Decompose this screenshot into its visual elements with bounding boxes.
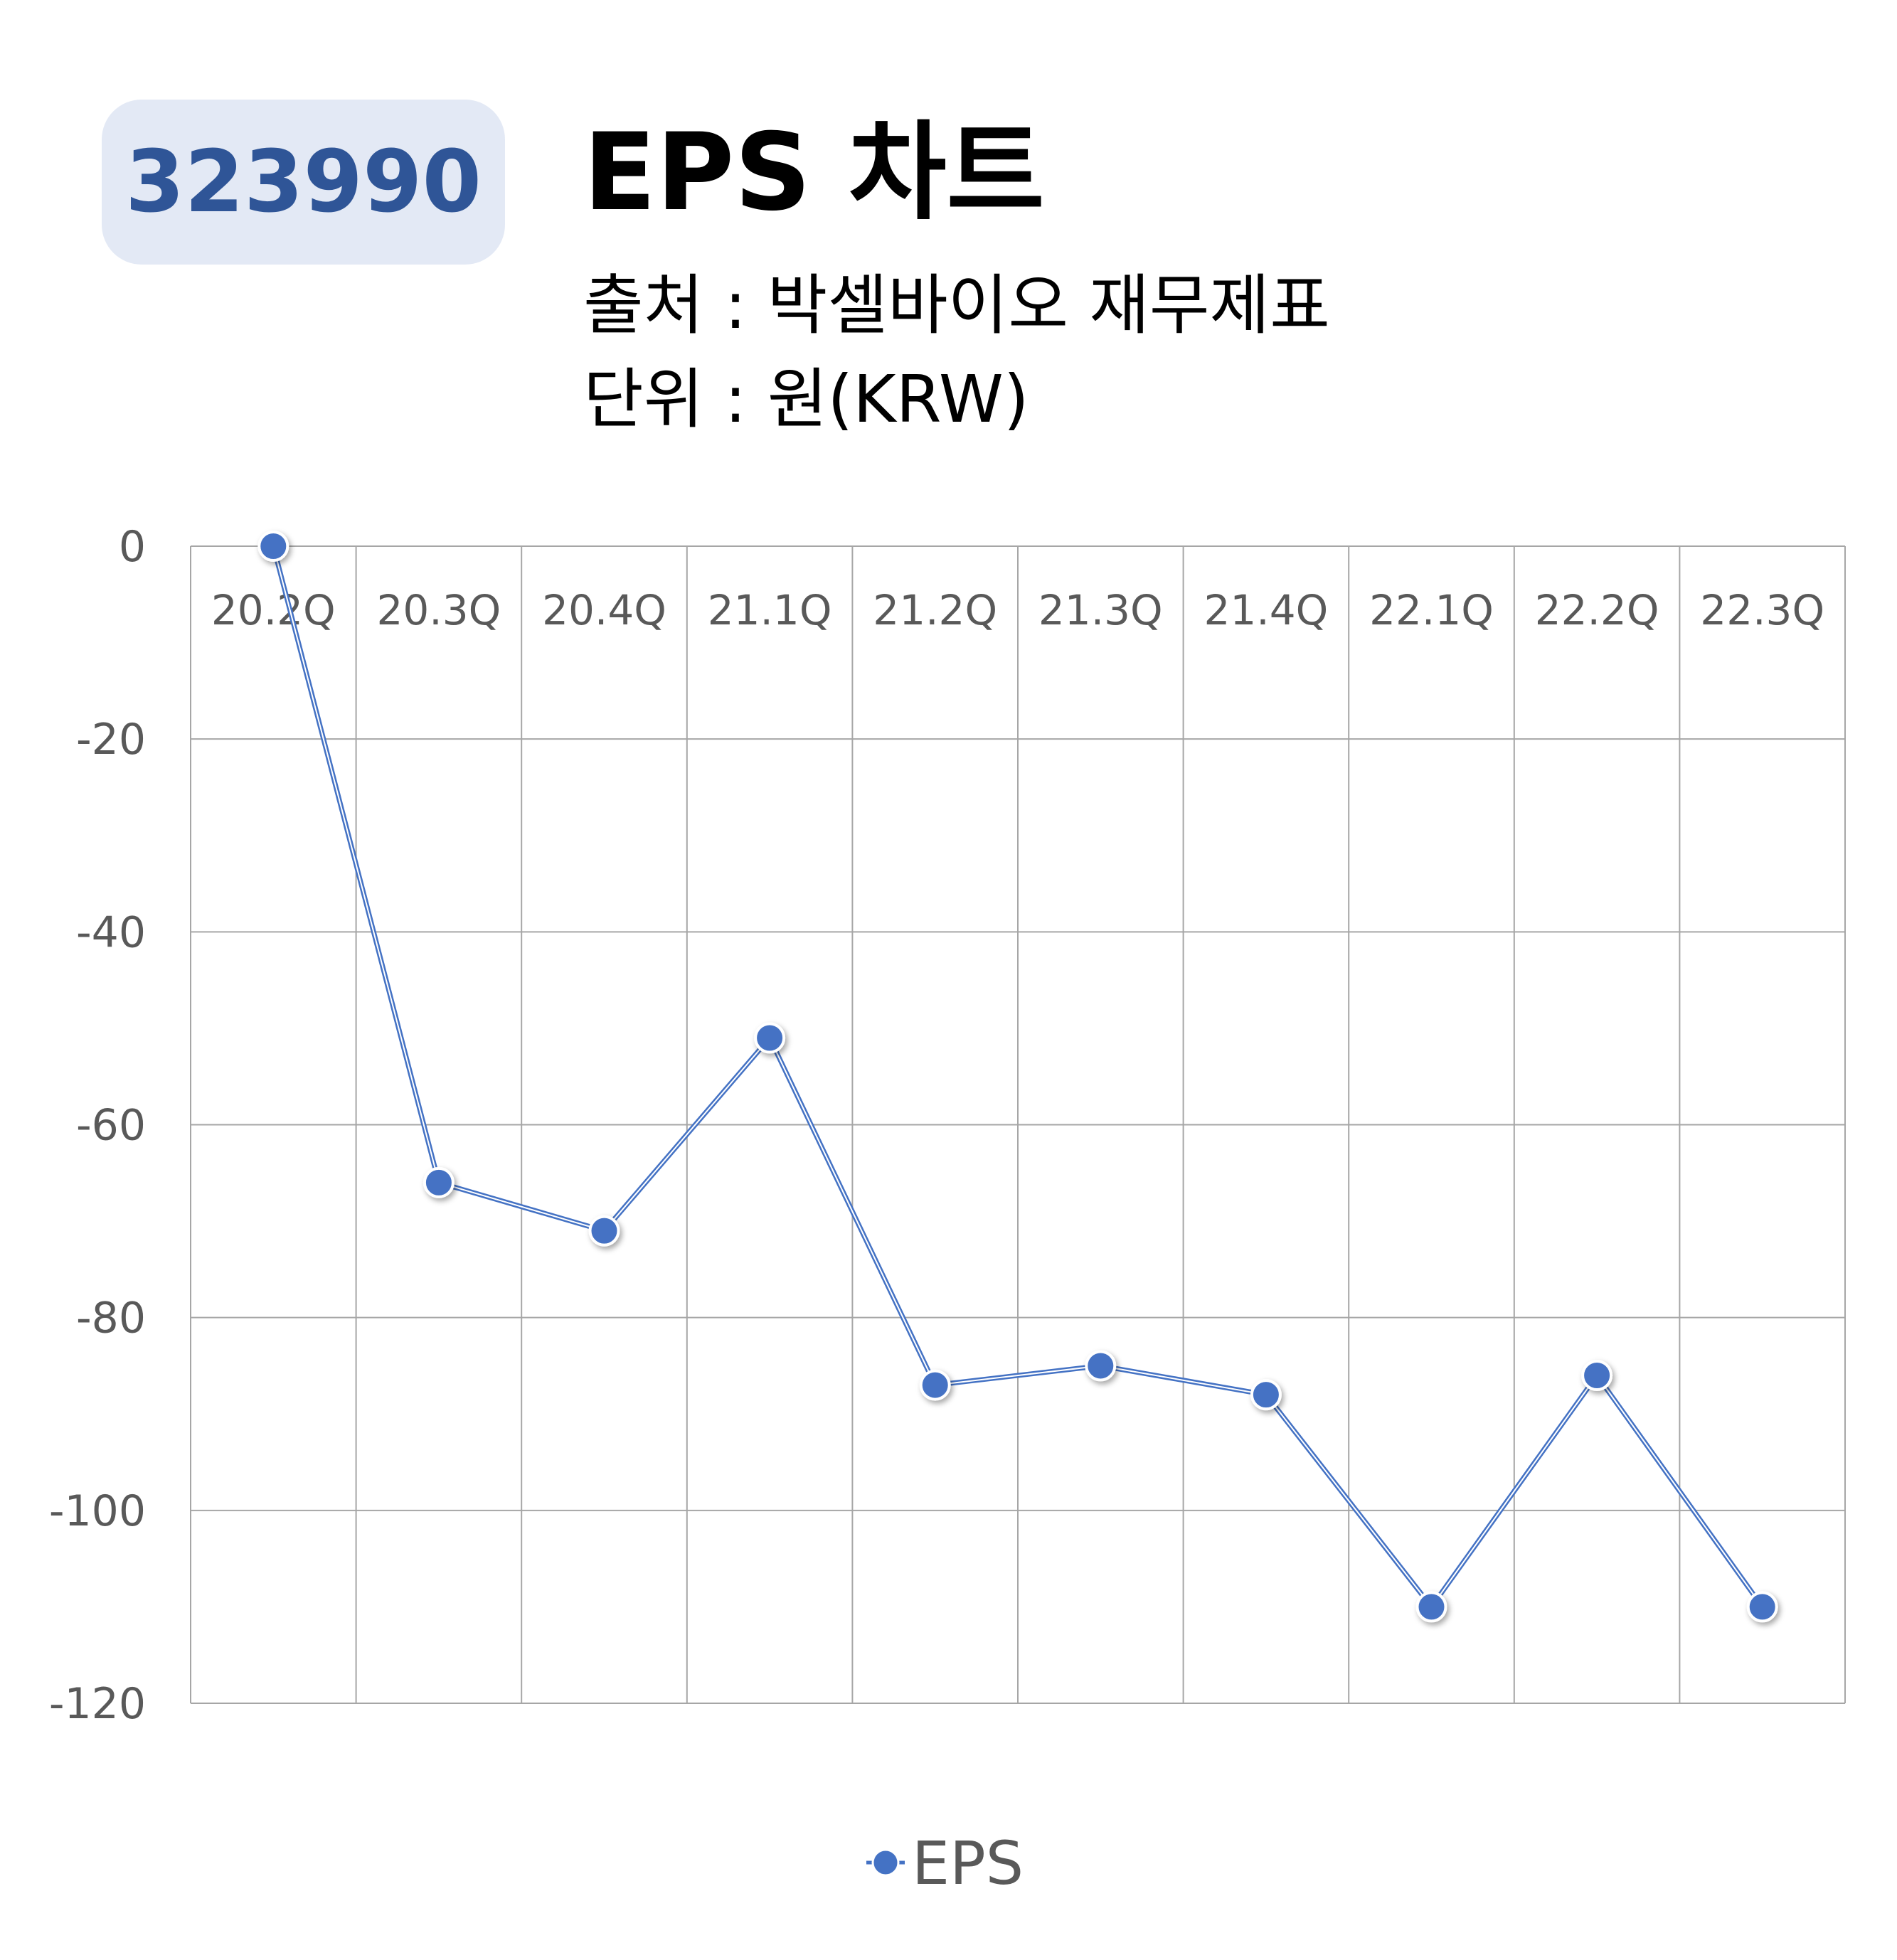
series-eps — [257, 531, 1778, 1623]
y-tick-label: -20 — [76, 715, 146, 765]
x-tick-label: 20.2Q — [211, 586, 336, 634]
x-tick-label: 21.4Q — [1204, 586, 1329, 634]
legend-label: EPS — [912, 1828, 1024, 1898]
data-point — [1746, 1591, 1778, 1623]
data-point — [1581, 1360, 1613, 1392]
legend: EPS — [866, 1828, 1024, 1898]
x-tick-label: 22.3Q — [1700, 586, 1824, 634]
y-axis-ticks: 0 -20 -40 -60 -80 -100 -120 — [49, 522, 146, 1729]
y-tick-label: -120 — [49, 1679, 146, 1729]
y-tick-label: -100 — [49, 1486, 146, 1536]
y-tick-label: 0 — [119, 522, 146, 572]
data-point — [423, 1166, 455, 1198]
y-tick-label: -60 — [76, 1101, 146, 1151]
x-tick-label: 21.1Q — [708, 586, 832, 634]
x-tick-label: 21.3Q — [1038, 586, 1163, 634]
ticker-badge: 323990 — [102, 100, 505, 265]
data-point — [1415, 1591, 1447, 1623]
series-line-highlight — [272, 545, 1763, 1608]
x-axis-ticks: 20.2Q 20.3Q 20.4Q 21.1Q 21.2Q 21.3Q 21.4Q 22.1Q… — [211, 586, 1824, 634]
y-tick-label: -40 — [76, 907, 146, 957]
chart-title: EPS 차트 — [583, 111, 1045, 235]
data-point — [754, 1022, 786, 1054]
x-tick-label: 21.2Q — [873, 586, 997, 634]
x-tick-label: 20.3Q — [377, 586, 501, 634]
x-tick-label: 22.1Q — [1369, 586, 1494, 634]
data-point — [257, 531, 289, 562]
grid — [190, 545, 1846, 1704]
x-tick-label: 22.2Q — [1535, 586, 1659, 634]
unit-note: 단위 : 원(KRW) — [583, 361, 1029, 437]
source-note: 출처 : 박셀바이오 재무제표 — [583, 267, 1330, 343]
data-point — [588, 1215, 620, 1247]
y-tick-label: -80 — [76, 1294, 146, 1343]
x-tick-label: 20.4Q — [542, 586, 666, 634]
legend-marker — [871, 1848, 900, 1877]
data-point — [1250, 1379, 1282, 1411]
data-point — [1085, 1350, 1117, 1382]
data-point — [919, 1369, 951, 1401]
